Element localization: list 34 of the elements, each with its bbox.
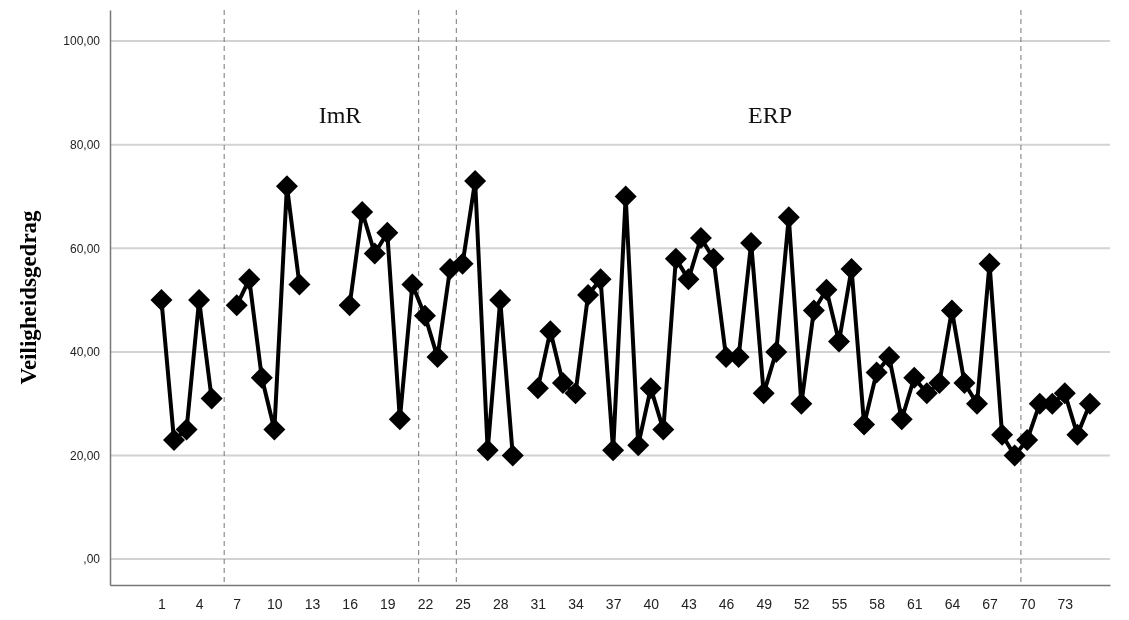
y-axis-title: Veiligheidsgedrag bbox=[16, 209, 41, 385]
x-tick-label: 67 bbox=[982, 595, 999, 612]
x-tick-label: 22 bbox=[417, 595, 434, 612]
x-tick-label: 13 bbox=[304, 595, 321, 612]
x-tick-label: 58 bbox=[869, 595, 886, 612]
x-tick-label: 25 bbox=[455, 595, 472, 612]
x-tick-label: 37 bbox=[605, 595, 622, 612]
annotation: ImR bbox=[318, 102, 362, 128]
x-tick-label: 52 bbox=[794, 595, 810, 612]
x-tick-label: 73 bbox=[1057, 595, 1074, 612]
y-tick-label: 40,00 bbox=[69, 345, 101, 360]
y-tick-label: 80,00 bbox=[69, 138, 101, 153]
x-tick-label: 49 bbox=[756, 595, 773, 612]
x-tick-label: 28 bbox=[492, 595, 509, 612]
x-tick-label: 16 bbox=[342, 595, 359, 612]
x-tick-label: 4 bbox=[195, 595, 204, 612]
x-tick-label: 10 bbox=[267, 595, 283, 612]
annotation: ERP bbox=[747, 102, 793, 128]
x-tick-label: 43 bbox=[681, 595, 697, 612]
x-tick-label: 40 bbox=[643, 595, 660, 612]
x-tick-label: 31 bbox=[530, 595, 547, 612]
x-tick-label: 64 bbox=[944, 595, 961, 612]
x-tick-label: 34 bbox=[568, 595, 584, 612]
x-tick-label: 61 bbox=[906, 595, 923, 612]
y-tick-label: 20,00 bbox=[69, 448, 101, 463]
y-tick-label: ,00 bbox=[83, 552, 101, 567]
x-tick-label: 55 bbox=[831, 595, 848, 612]
x-tick-label: 70 bbox=[1019, 595, 1036, 612]
x-tick-label: 46 bbox=[718, 595, 735, 612]
x-tick-label: 19 bbox=[380, 595, 396, 612]
y-tick-label: 100,00 bbox=[63, 34, 101, 49]
x-tick-label: 7 bbox=[233, 595, 242, 612]
y-tick-label: 60,00 bbox=[69, 241, 101, 256]
x-tick-label: 1 bbox=[158, 595, 167, 612]
